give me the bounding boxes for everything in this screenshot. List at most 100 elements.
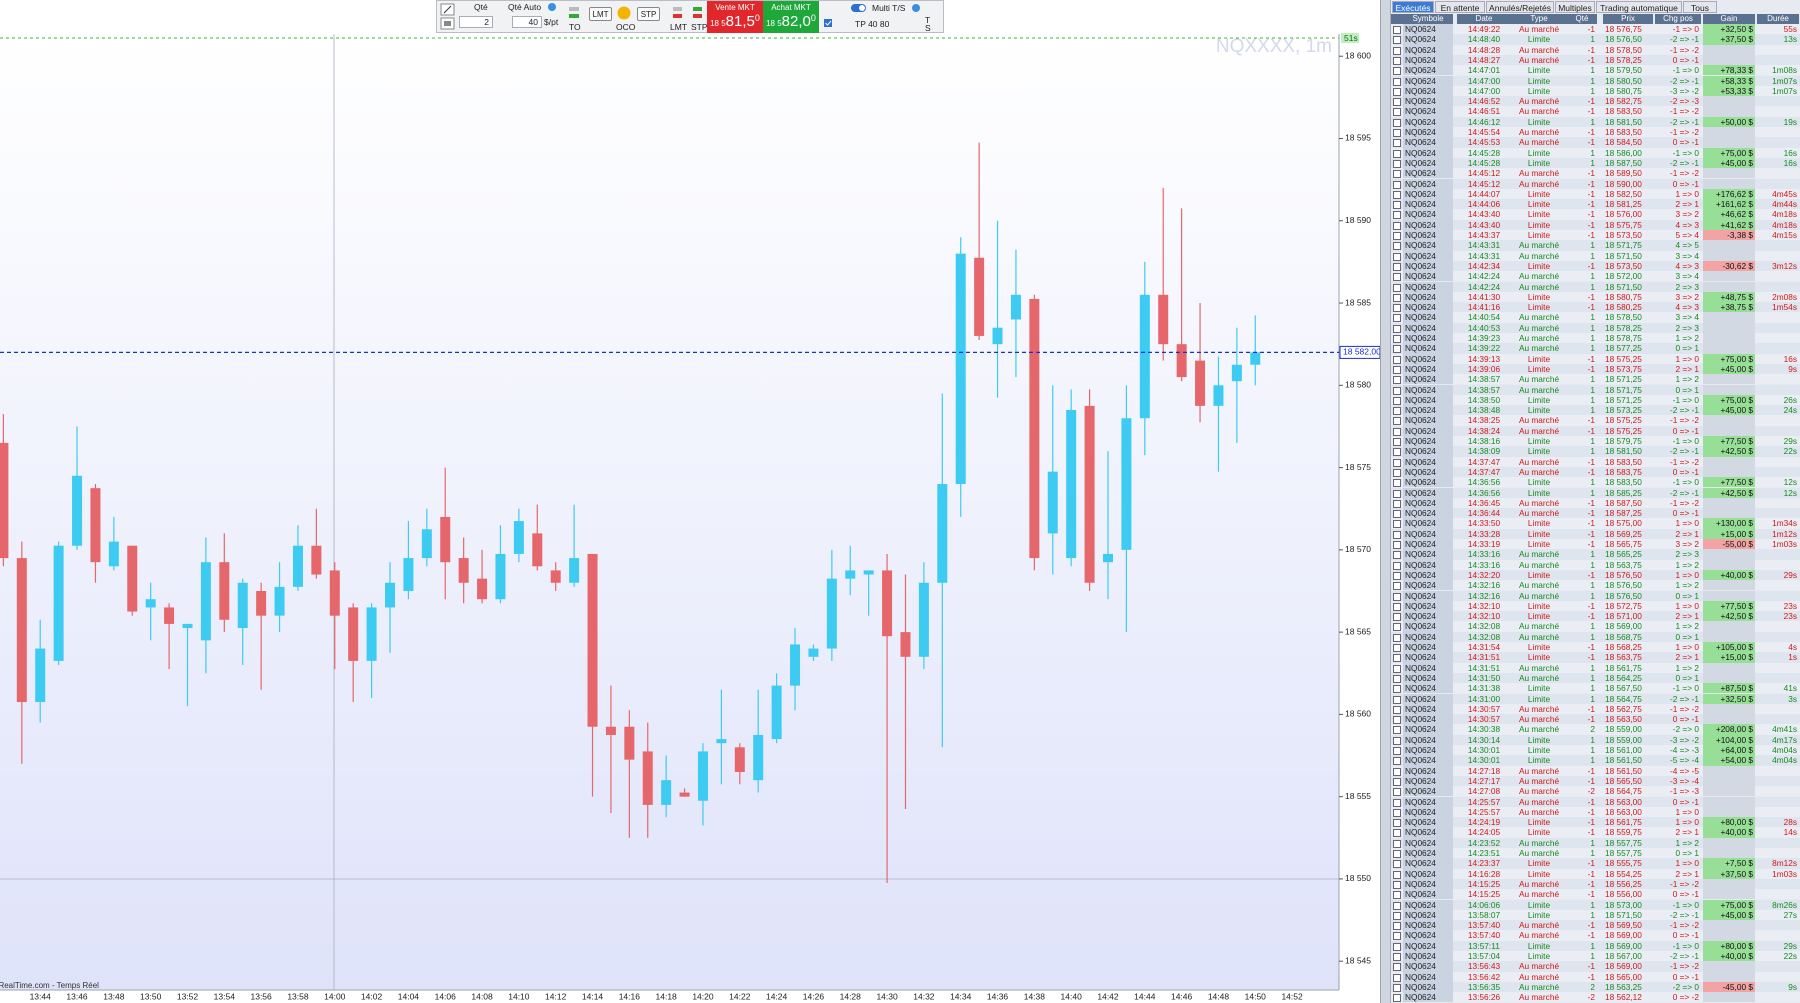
cell-type: Au marché	[1518, 796, 1560, 807]
lmt-label[interactable]: LMT	[670, 22, 687, 32]
cell-gain	[1703, 106, 1755, 117]
column-header[interactable]: Prix	[1603, 14, 1653, 24]
cell-qte: -1	[1587, 775, 1595, 786]
cell-date: 14:16:28	[1467, 868, 1501, 879]
cell-gain: +32,50 $	[1703, 24, 1755, 35]
candle-body	[1121, 418, 1132, 550]
cell-prix: 18 564,25	[1605, 672, 1642, 683]
order-row: NQ0624 14:30:38 Au marché 2 18 559,00 -2 => 0…	[1391, 724, 1800, 735]
cell-date: 13:57:11	[1468, 940, 1500, 951]
cell-qte: 1	[1590, 745, 1595, 755]
cell-duree	[1757, 426, 1799, 436]
cell-date: 14:48:27	[1467, 54, 1501, 65]
cell-gain	[1703, 127, 1755, 138]
column-header[interactable]: Durée	[1757, 14, 1799, 24]
column-header[interactable]: Type	[1511, 14, 1567, 24]
column-header[interactable]: Qté	[1567, 14, 1597, 24]
order-row: NQ0624 14:32:16 Au marché 1 18 576,50 1 => 2	[1391, 580, 1800, 591]
to-label[interactable]: TO	[569, 22, 581, 32]
cell-prix: 18 572,00	[1605, 271, 1642, 282]
row-icon	[1393, 386, 1401, 395]
cell-duree	[1757, 663, 1799, 673]
cell-symbole: NQ0624	[1403, 466, 1453, 478]
row-icon	[1393, 850, 1401, 858]
order-row: NQ0624 14:36:45 Au marché -1 18 587,50 -1 => …	[1391, 497, 1800, 509]
tab[interactable]: Exécutés	[1392, 1, 1434, 13]
cell-type: Au marché	[1518, 580, 1560, 591]
cell-chgpos: 1 => 0	[1675, 806, 1699, 817]
multi-toggle[interactable]	[850, 3, 868, 13]
lmt-button[interactable]: LMT	[589, 7, 612, 21]
cell-chgpos: 3 => 2	[1675, 291, 1699, 302]
order-row: NQ0624 14:38:09 Limite 1 18 581,50 -2 => -1 +4…	[1391, 446, 1800, 457]
cell-date: 14:27:08	[1467, 786, 1501, 797]
row-icon	[1393, 345, 1401, 354]
sell-button[interactable]: Vente MKT 18 581,50	[707, 1, 763, 33]
stp-label[interactable]: STP	[691, 22, 708, 32]
cell-gain	[1703, 806, 1755, 818]
tab[interactable]: Annulés/Rejetés	[1486, 1, 1554, 13]
row-icon	[1393, 489, 1401, 498]
x-tick-label: 14:32	[913, 991, 935, 1001]
cell-duree	[1757, 271, 1799, 281]
column-header[interactable]: Chg pos	[1655, 14, 1701, 24]
row-icon	[1393, 664, 1401, 673]
cell-date: 14:49:22	[1467, 24, 1501, 34]
cell-prix: 18 565,75	[1605, 539, 1642, 549]
pt-value-input[interactable]: 40	[512, 16, 542, 28]
y-tick-label: 18 575	[1345, 462, 1371, 472]
tab[interactable]: Multiples	[1555, 1, 1595, 13]
cell-date: 14:38:09	[1467, 446, 1501, 457]
column-header[interactable]: Gain	[1703, 14, 1755, 24]
cell-prix: 18 557,75	[1605, 837, 1642, 848]
cell-date: 14:15:25	[1467, 878, 1501, 889]
cell-date: 13:56:35	[1467, 981, 1501, 992]
order-row: NQ0624 14:42:24 Au marché 1 18 572,00 3 => 4	[1391, 271, 1800, 282]
tab[interactable]: Tous	[1683, 1, 1717, 13]
cell-duree	[1757, 251, 1799, 261]
cell-type: Limite	[1527, 528, 1551, 539]
cell-type: Au marché	[1518, 662, 1560, 673]
cell-symbole: NQ0624	[1403, 528, 1453, 539]
stp-button[interactable]: STP	[637, 7, 660, 21]
tab[interactable]: En attente	[1435, 1, 1485, 13]
tab[interactable]: Trading automatique	[1596, 1, 1682, 13]
column-header[interactable]: Symbole	[1403, 14, 1453, 24]
cell-symbole: NQ0624	[1403, 961, 1453, 972]
order-toolbar: Qté Qté Auto 2 40 $/pt TO LMT OCO STP LM…	[436, 0, 944, 33]
qty-input[interactable]: 2	[459, 16, 493, 28]
order-row: NQ0624 13:57:11 Limite 1 18 569,00 -1 => 0 +80…	[1391, 940, 1800, 951]
column-header[interactable]: Date	[1457, 14, 1511, 24]
cell-gain: +46,62 $	[1703, 209, 1755, 220]
buy-button[interactable]: Achat MKT 18 582,00	[763, 1, 819, 33]
cell-date: 14:41:30	[1467, 291, 1501, 302]
cell-date: 14:30:14	[1467, 734, 1501, 745]
cell-duree: 16s	[1783, 157, 1797, 168]
cell-prix: 18 569,25	[1605, 528, 1642, 539]
cell-symbole: NQ0624	[1403, 600, 1453, 612]
row-icon	[1393, 170, 1401, 179]
cell-type: Au marché	[1518, 384, 1560, 395]
tp-label[interactable]: TP 40 80	[855, 19, 890, 29]
candle-body	[1103, 553, 1113, 563]
cell-symbole: NQ0624	[1403, 693, 1453, 704]
cell-type: Au marché	[1518, 775, 1560, 786]
cell-date: 13:56:26	[1467, 992, 1501, 1003]
x-tick-label: 14:50	[1245, 991, 1267, 1001]
cell-date: 14:39:06	[1467, 363, 1501, 374]
x-tick-label: 14:38	[1024, 991, 1046, 1001]
cell-gain	[1703, 96, 1755, 107]
cell-chgpos: 1 => 2	[1675, 621, 1699, 632]
cell-gain: -45,00 $	[1703, 981, 1755, 993]
order-row: NQ0624 14:15:25 Au marché -1 18 556,25 -1 => …	[1391, 878, 1800, 890]
cell-gain: +15,00 $	[1703, 652, 1755, 663]
oco-label[interactable]: OCO	[616, 22, 636, 32]
cell-duree	[1757, 240, 1799, 250]
cell-qte: 1	[1590, 65, 1595, 76]
cell-gain: +7,50 $	[1703, 858, 1755, 869]
tp-checkbox[interactable]	[823, 18, 833, 28]
order-row: NQ0624 14:31:51 Au marché 1 18 561,75 1 => 2	[1391, 662, 1800, 673]
order-row: NQ0624 14:47:00 Limite 1 18 580,75 -3 => -2 +5…	[1391, 85, 1800, 97]
cell-date: 13:57:40	[1467, 920, 1501, 931]
cell-date: 14:38:57	[1467, 374, 1501, 385]
